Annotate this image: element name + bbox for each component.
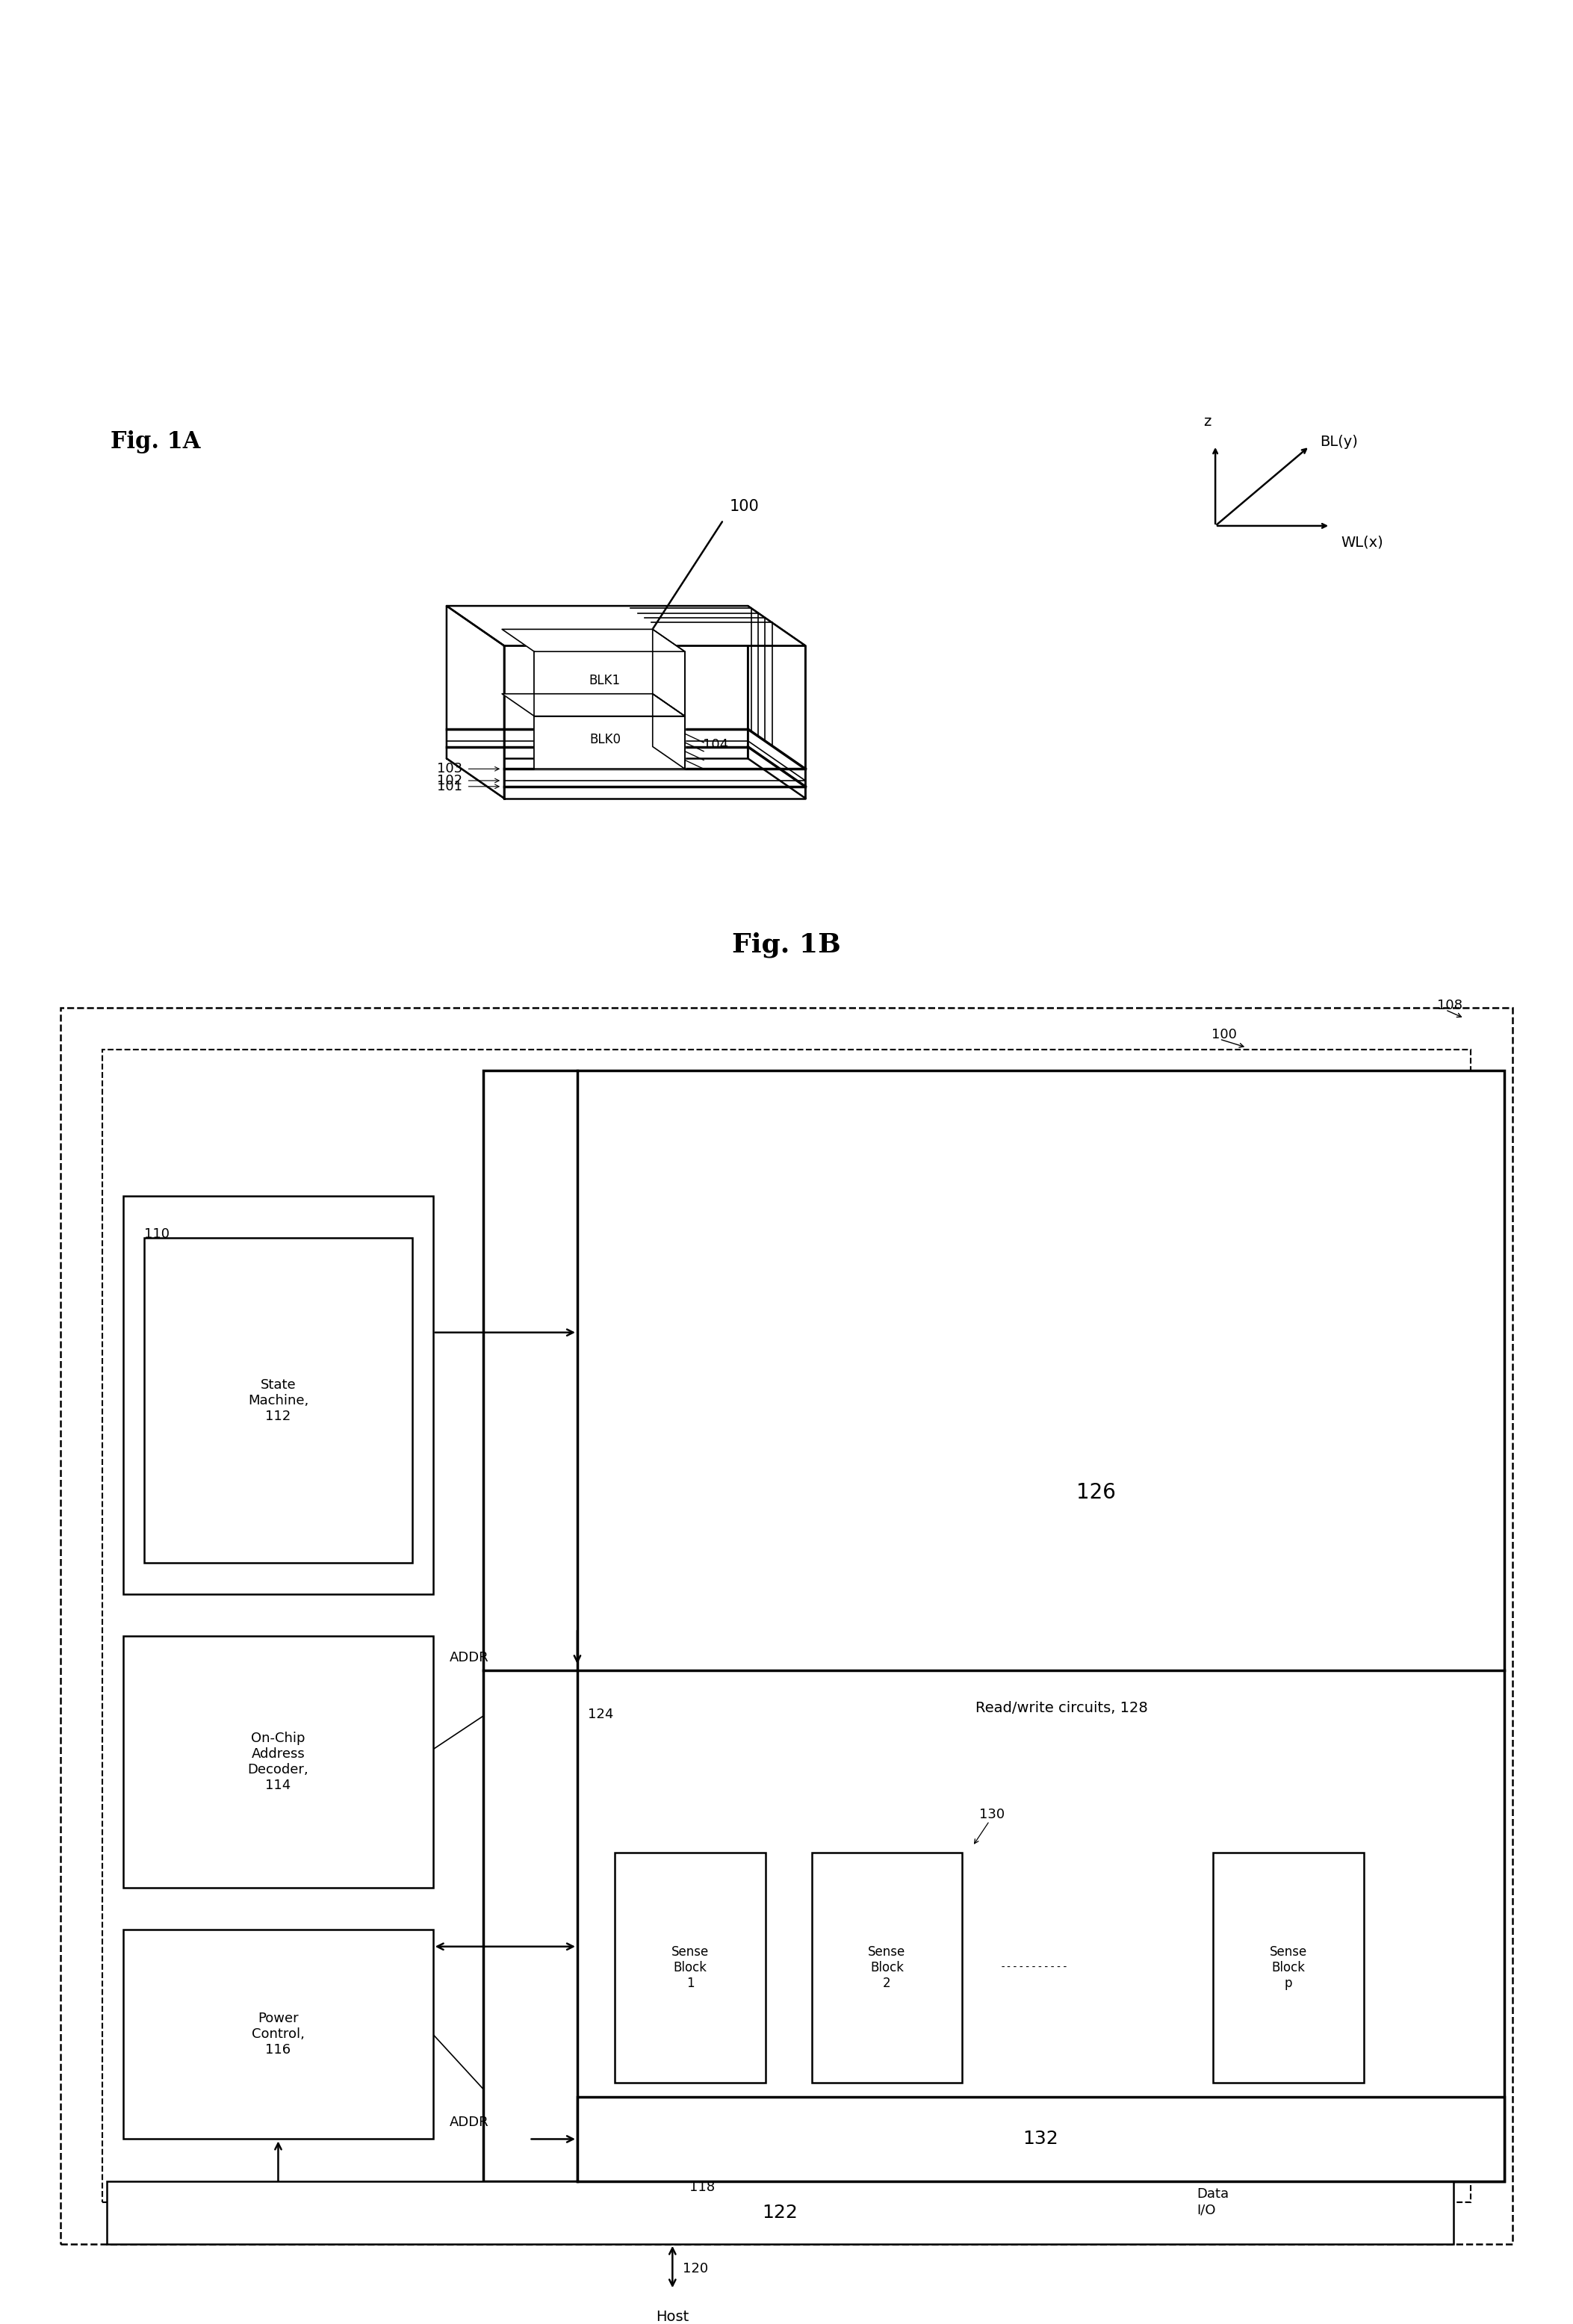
Bar — [1213, 1852, 1364, 2082]
Text: 120: 120 — [683, 2261, 708, 2275]
Text: Sense
Block
p: Sense Block p — [1269, 1945, 1307, 1989]
Text: WL(x): WL(x) — [1340, 535, 1383, 551]
Text: 122: 122 — [763, 2203, 798, 2222]
Polygon shape — [535, 716, 684, 769]
Text: Host: Host — [656, 2310, 689, 2324]
Text: 130: 130 — [978, 1808, 1005, 1822]
Polygon shape — [535, 651, 684, 716]
Polygon shape — [653, 630, 684, 716]
Text: BLK0: BLK0 — [590, 732, 621, 746]
Bar — [615, 1852, 766, 2082]
Bar — [102, 1050, 1471, 2201]
Text: 126: 126 — [1076, 1483, 1117, 1504]
Text: 102: 102 — [437, 774, 462, 788]
Text: Fig. 1B: Fig. 1B — [731, 932, 842, 957]
Text: Data
I/O: Data I/O — [1197, 2187, 1229, 2217]
Text: Sense
Block
1: Sense Block 1 — [672, 1945, 709, 1989]
Text: State
Machine,
112: State Machine, 112 — [249, 1378, 308, 1422]
Text: 108: 108 — [1438, 999, 1463, 1013]
Text: 110: 110 — [145, 1227, 170, 1241]
Bar — [107, 2180, 1453, 2245]
Bar — [61, 1009, 1512, 2245]
Bar — [123, 1197, 433, 1594]
Polygon shape — [503, 646, 805, 797]
Text: ADDR: ADDR — [450, 1650, 489, 1664]
Polygon shape — [447, 607, 747, 758]
Text: 100: 100 — [730, 500, 760, 514]
Bar — [123, 1636, 433, 1887]
Text: 118: 118 — [689, 2180, 714, 2194]
Bar — [145, 1239, 412, 1564]
Polygon shape — [502, 630, 684, 651]
Text: -----------: ----------- — [1000, 1961, 1068, 1973]
Polygon shape — [653, 695, 684, 769]
Text: On-Chip
Address
Decoder,
114: On-Chip Address Decoder, 114 — [247, 1731, 308, 1792]
Bar — [577, 2096, 1504, 2180]
Polygon shape — [502, 695, 684, 716]
Text: Fig. 1A: Fig. 1A — [110, 430, 201, 453]
Text: BL(y): BL(y) — [1320, 435, 1357, 449]
Text: Read/write circuits, 128: Read/write circuits, 128 — [975, 1701, 1148, 1715]
Text: 101: 101 — [437, 781, 462, 792]
Polygon shape — [747, 607, 805, 797]
Bar — [812, 1852, 963, 2082]
Text: 124: 124 — [588, 1708, 613, 1722]
Polygon shape — [447, 607, 503, 797]
Text: 103: 103 — [437, 762, 462, 776]
Text: 104: 104 — [703, 739, 728, 751]
Text: Power
Control,
116: Power Control, 116 — [252, 2013, 305, 2057]
Text: BLK1: BLK1 — [590, 674, 621, 688]
Polygon shape — [447, 758, 805, 797]
Text: ADDR: ADDR — [450, 2115, 489, 2129]
Polygon shape — [447, 607, 805, 646]
Bar — [123, 1929, 433, 2138]
Text: 132: 132 — [1022, 2131, 1059, 2147]
Text: 100: 100 — [1211, 1027, 1236, 1041]
Bar — [483, 1071, 1504, 2180]
Text: z: z — [1203, 414, 1211, 428]
Text: Sense
Block
2: Sense Block 2 — [868, 1945, 906, 1989]
